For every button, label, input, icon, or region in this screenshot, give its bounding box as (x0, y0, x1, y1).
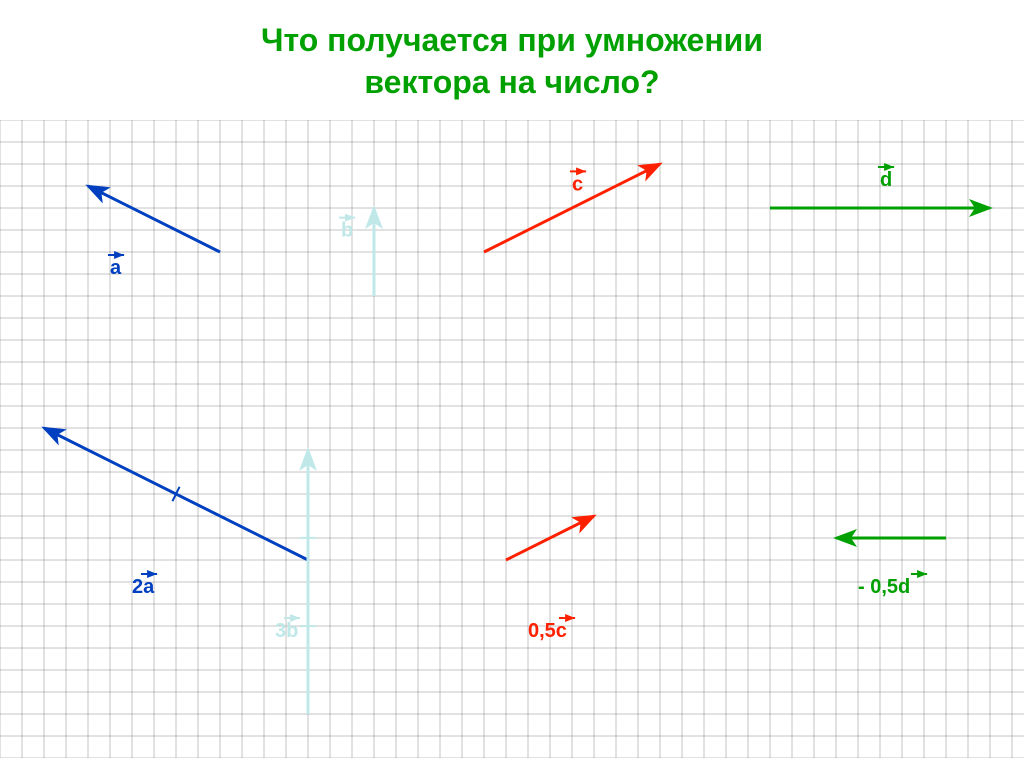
title-line2: вектора на число? (364, 64, 659, 100)
diagram-svg: a 2a b 3b c 0,5c d - 0,5d (0, 120, 1024, 758)
vector-label-half_c: 0,5c (528, 620, 567, 642)
grid-area: a 2a b 3b c 0,5c d - 0,5d (0, 120, 1024, 767)
vector-label-two_a: 2a (132, 576, 155, 598)
vector-label-a: a (110, 257, 122, 279)
vector-label-b: b (341, 220, 353, 242)
vector-label-c: c (572, 173, 583, 195)
page-title: Что получается при умножении вектора на … (0, 0, 1024, 103)
vector-label-three_b: 3b (275, 620, 298, 642)
vector-label-d: d (880, 169, 892, 191)
title-line1: Что получается при умножении (261, 22, 763, 58)
vector-label-neg_half_d: - 0,5d (858, 576, 910, 598)
